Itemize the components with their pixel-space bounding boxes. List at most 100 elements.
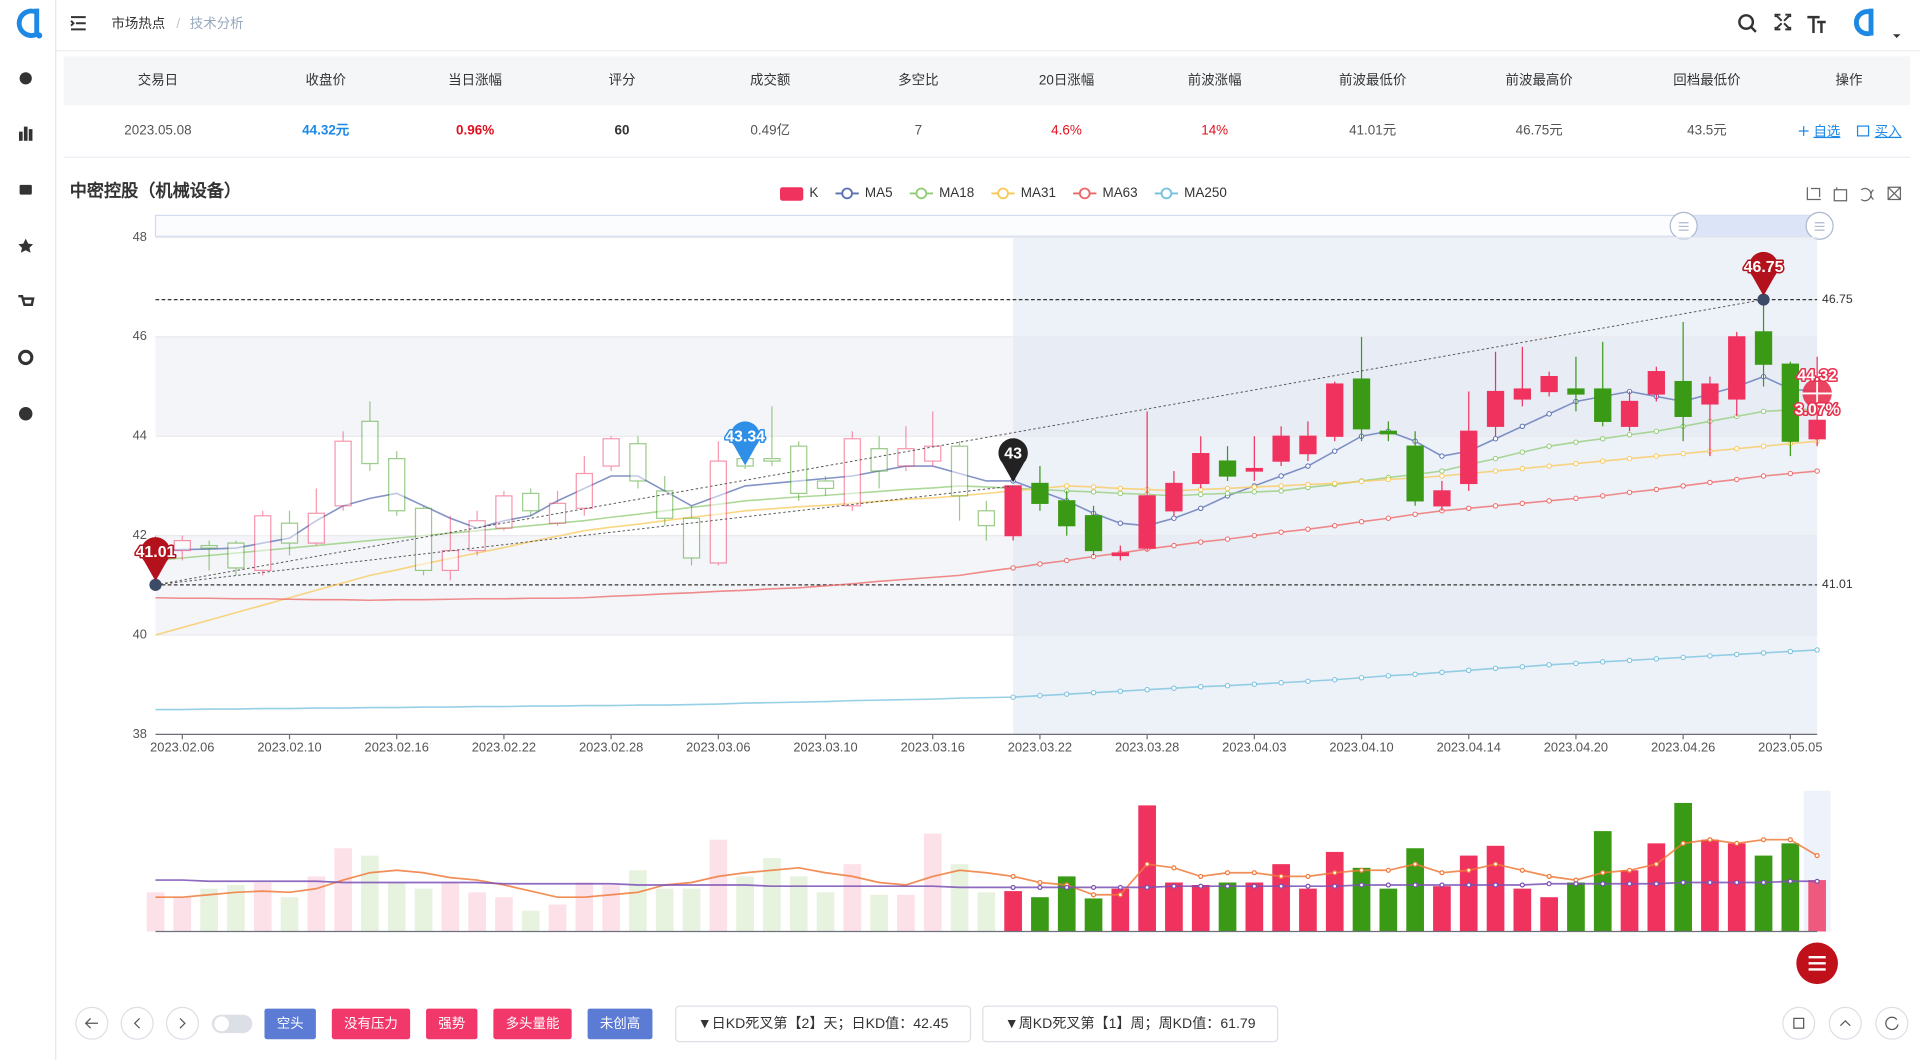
- ma-point: [1412, 671, 1418, 677]
- ma-point: [1224, 683, 1231, 689]
- ma-point: [1546, 411, 1552, 417]
- logo[interactable]: [16, 8, 40, 38]
- add-icon: [1798, 126, 1809, 136]
- x-tick-label: 2023.02.22: [472, 739, 536, 754]
- volume-bar: [736, 876, 754, 932]
- volume-ma-point: [1358, 867, 1365, 873]
- volume-ma-point: [1546, 881, 1552, 887]
- volume-ma-point: [1224, 883, 1231, 889]
- ma-point: [1305, 463, 1311, 469]
- zoom-slider[interactable]: [154, 211, 1834, 240]
- column-header: 收盘价: [306, 71, 347, 87]
- menu-fab[interactable]: [1796, 942, 1838, 985]
- candle: [1620, 391, 1639, 432]
- candle: [1433, 480, 1451, 511]
- candle-body: [200, 544, 218, 549]
- legend-dot: [841, 187, 853, 200]
- legend-item[interactable]: MA63: [1073, 185, 1138, 200]
- candle: [1540, 371, 1558, 397]
- candle: [790, 441, 808, 501]
- user-avatar[interactable]: [1853, 8, 1874, 37]
- nav-icon-cart[interactable]: [18, 294, 35, 307]
- fullscreen-icon[interactable]: [1774, 13, 1792, 31]
- nav-next[interactable]: [165, 1006, 199, 1040]
- toolbox-restore[interactable]: [1860, 187, 1874, 202]
- ma-point: [1626, 432, 1633, 438]
- candle: [602, 436, 620, 472]
- legend-dot: [997, 187, 1009, 200]
- table-cell: 44.32元: [302, 123, 350, 138]
- action-link[interactable]: 买入: [1875, 124, 1902, 139]
- info-box: ▼日KD死叉第【2】天；日KD值：42.45: [675, 1005, 972, 1043]
- action-link[interactable]: 自选: [1813, 124, 1840, 139]
- legend-item[interactable]: MA31: [991, 185, 1056, 200]
- toolbox-fullscreen[interactable]: [1887, 186, 1902, 201]
- breadcrumb-item[interactable]: 市场热点: [111, 15, 165, 31]
- volume-ma-point: [1519, 882, 1525, 888]
- tag-label: 多头量能: [506, 1015, 560, 1031]
- tag-bg: [493, 1008, 572, 1040]
- volume-bar: [816, 892, 835, 932]
- tag-button[interactable]: 未创高: [587, 1008, 653, 1040]
- nav-icon-star[interactable]: [18, 238, 34, 253]
- legend-label: MA18: [939, 185, 974, 200]
- candle-body: [1567, 388, 1585, 395]
- toolbox-back[interactable]: [1833, 187, 1848, 202]
- ma-point: [1814, 468, 1820, 474]
- ma-point: [1332, 677, 1338, 683]
- tag-button[interactable]: 强势: [426, 1008, 478, 1040]
- legend-item[interactable]: MA250: [1154, 185, 1227, 200]
- legend: K MA5 MA18 MA31 MA63 MA250: [780, 185, 1227, 201]
- top-button[interactable]: [1828, 1006, 1862, 1040]
- ma-point: [1117, 520, 1124, 526]
- plot-area: 38 40 42 44 46 48 2023.02.06 2023.02.10 2023.02.…: [133, 229, 1853, 754]
- candle-body: [1111, 552, 1129, 557]
- ma-point: [1358, 478, 1365, 485]
- legend-item[interactable]: MA18: [909, 185, 975, 200]
- volume-bar: [1567, 882, 1585, 932]
- toolbox-zoom[interactable]: [1806, 187, 1821, 201]
- volume-bar: [146, 892, 165, 932]
- volume-ma-point: [1680, 879, 1686, 886]
- nav-icon-dashboard[interactable]: [18, 406, 33, 421]
- ma-point: [1171, 685, 1177, 691]
- volume-bar: [1808, 880, 1826, 932]
- tag-bg: [264, 1008, 316, 1040]
- copy-button[interactable]: [1782, 1006, 1816, 1040]
- nav-prev[interactable]: [120, 1006, 154, 1040]
- font-size-icon[interactable]: [1807, 15, 1826, 34]
- user-dropdown[interactable]: [1893, 34, 1901, 38]
- column-header: 20日涨幅: [1039, 72, 1094, 87]
- candle-body: [173, 539, 191, 552]
- ma-point: [1198, 491, 1204, 498]
- legend-item[interactable]: K: [780, 185, 818, 201]
- breadcrumb-separator: /: [176, 16, 180, 31]
- fab-icon: [1808, 955, 1826, 971]
- nav-icon-chart[interactable]: [18, 126, 33, 141]
- menu-toggle[interactable]: [70, 16, 86, 31]
- ma-point: [1064, 557, 1070, 564]
- ma-point: [1278, 473, 1284, 479]
- marker-label: 43: [1004, 445, 1022, 462]
- volume-bar: [629, 870, 647, 932]
- nav-icon-news[interactable]: [19, 184, 32, 195]
- breadcrumb-item[interactable]: 技术分析: [190, 16, 244, 31]
- nav-icon-globe[interactable]: [19, 72, 32, 85]
- ma-point: [1546, 443, 1552, 449]
- nav-icon-target[interactable]: [18, 349, 34, 366]
- candle: [924, 411, 942, 467]
- info-group: ▼日KD死叉第【2】天；日KD值：42.45 ▼周KD死叉第【1】周；周KD值：6…: [675, 1005, 1279, 1043]
- legend-item[interactable]: MA5: [835, 185, 893, 200]
- refresh-button[interactable]: [1875, 1006, 1909, 1040]
- volume-ma-point: [1171, 883, 1177, 889]
- table-cell: 43.5元: [1687, 123, 1727, 138]
- tag-button[interactable]: 多头量能: [493, 1008, 572, 1040]
- candle: [1192, 436, 1210, 489]
- ma-point: [1385, 515, 1392, 521]
- tag-button[interactable]: 空头: [264, 1008, 316, 1040]
- tag-button[interactable]: 没有压力: [331, 1008, 411, 1040]
- search-icon[interactable]: [1738, 14, 1757, 33]
- volume-ma-point: [1814, 878, 1820, 884]
- candle-body: [763, 457, 781, 462]
